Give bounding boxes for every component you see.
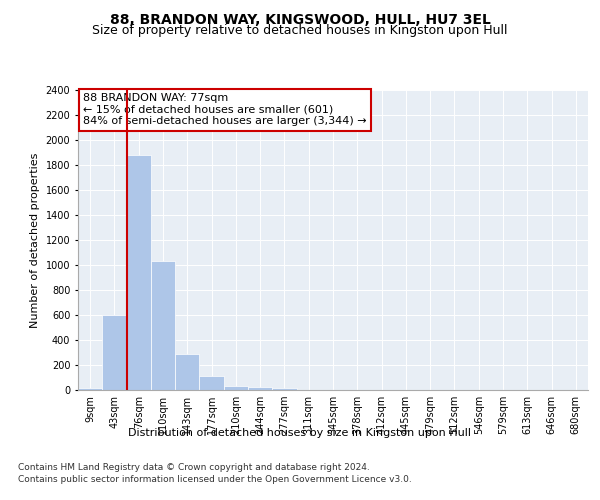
Bar <box>78 388 102 390</box>
Bar <box>272 388 296 390</box>
Text: Contains HM Land Registry data © Crown copyright and database right 2024.: Contains HM Land Registry data © Crown c… <box>18 462 370 471</box>
Bar <box>102 315 127 390</box>
Text: 88, BRANDON WAY, KINGSWOOD, HULL, HU7 3EL: 88, BRANDON WAY, KINGSWOOD, HULL, HU7 3E… <box>110 12 490 26</box>
Bar <box>175 354 199 390</box>
Bar <box>224 386 248 390</box>
Bar <box>248 387 272 390</box>
Bar <box>127 155 151 390</box>
Text: Contains public sector information licensed under the Open Government Licence v3: Contains public sector information licen… <box>18 475 412 484</box>
Text: Size of property relative to detached houses in Kingston upon Hull: Size of property relative to detached ho… <box>92 24 508 37</box>
Text: 88 BRANDON WAY: 77sqm
← 15% of detached houses are smaller (601)
84% of semi-det: 88 BRANDON WAY: 77sqm ← 15% of detached … <box>83 93 367 126</box>
Bar <box>199 376 224 390</box>
Y-axis label: Number of detached properties: Number of detached properties <box>30 152 40 328</box>
Bar <box>151 261 175 390</box>
Text: Distribution of detached houses by size in Kingston upon Hull: Distribution of detached houses by size … <box>128 428 472 438</box>
